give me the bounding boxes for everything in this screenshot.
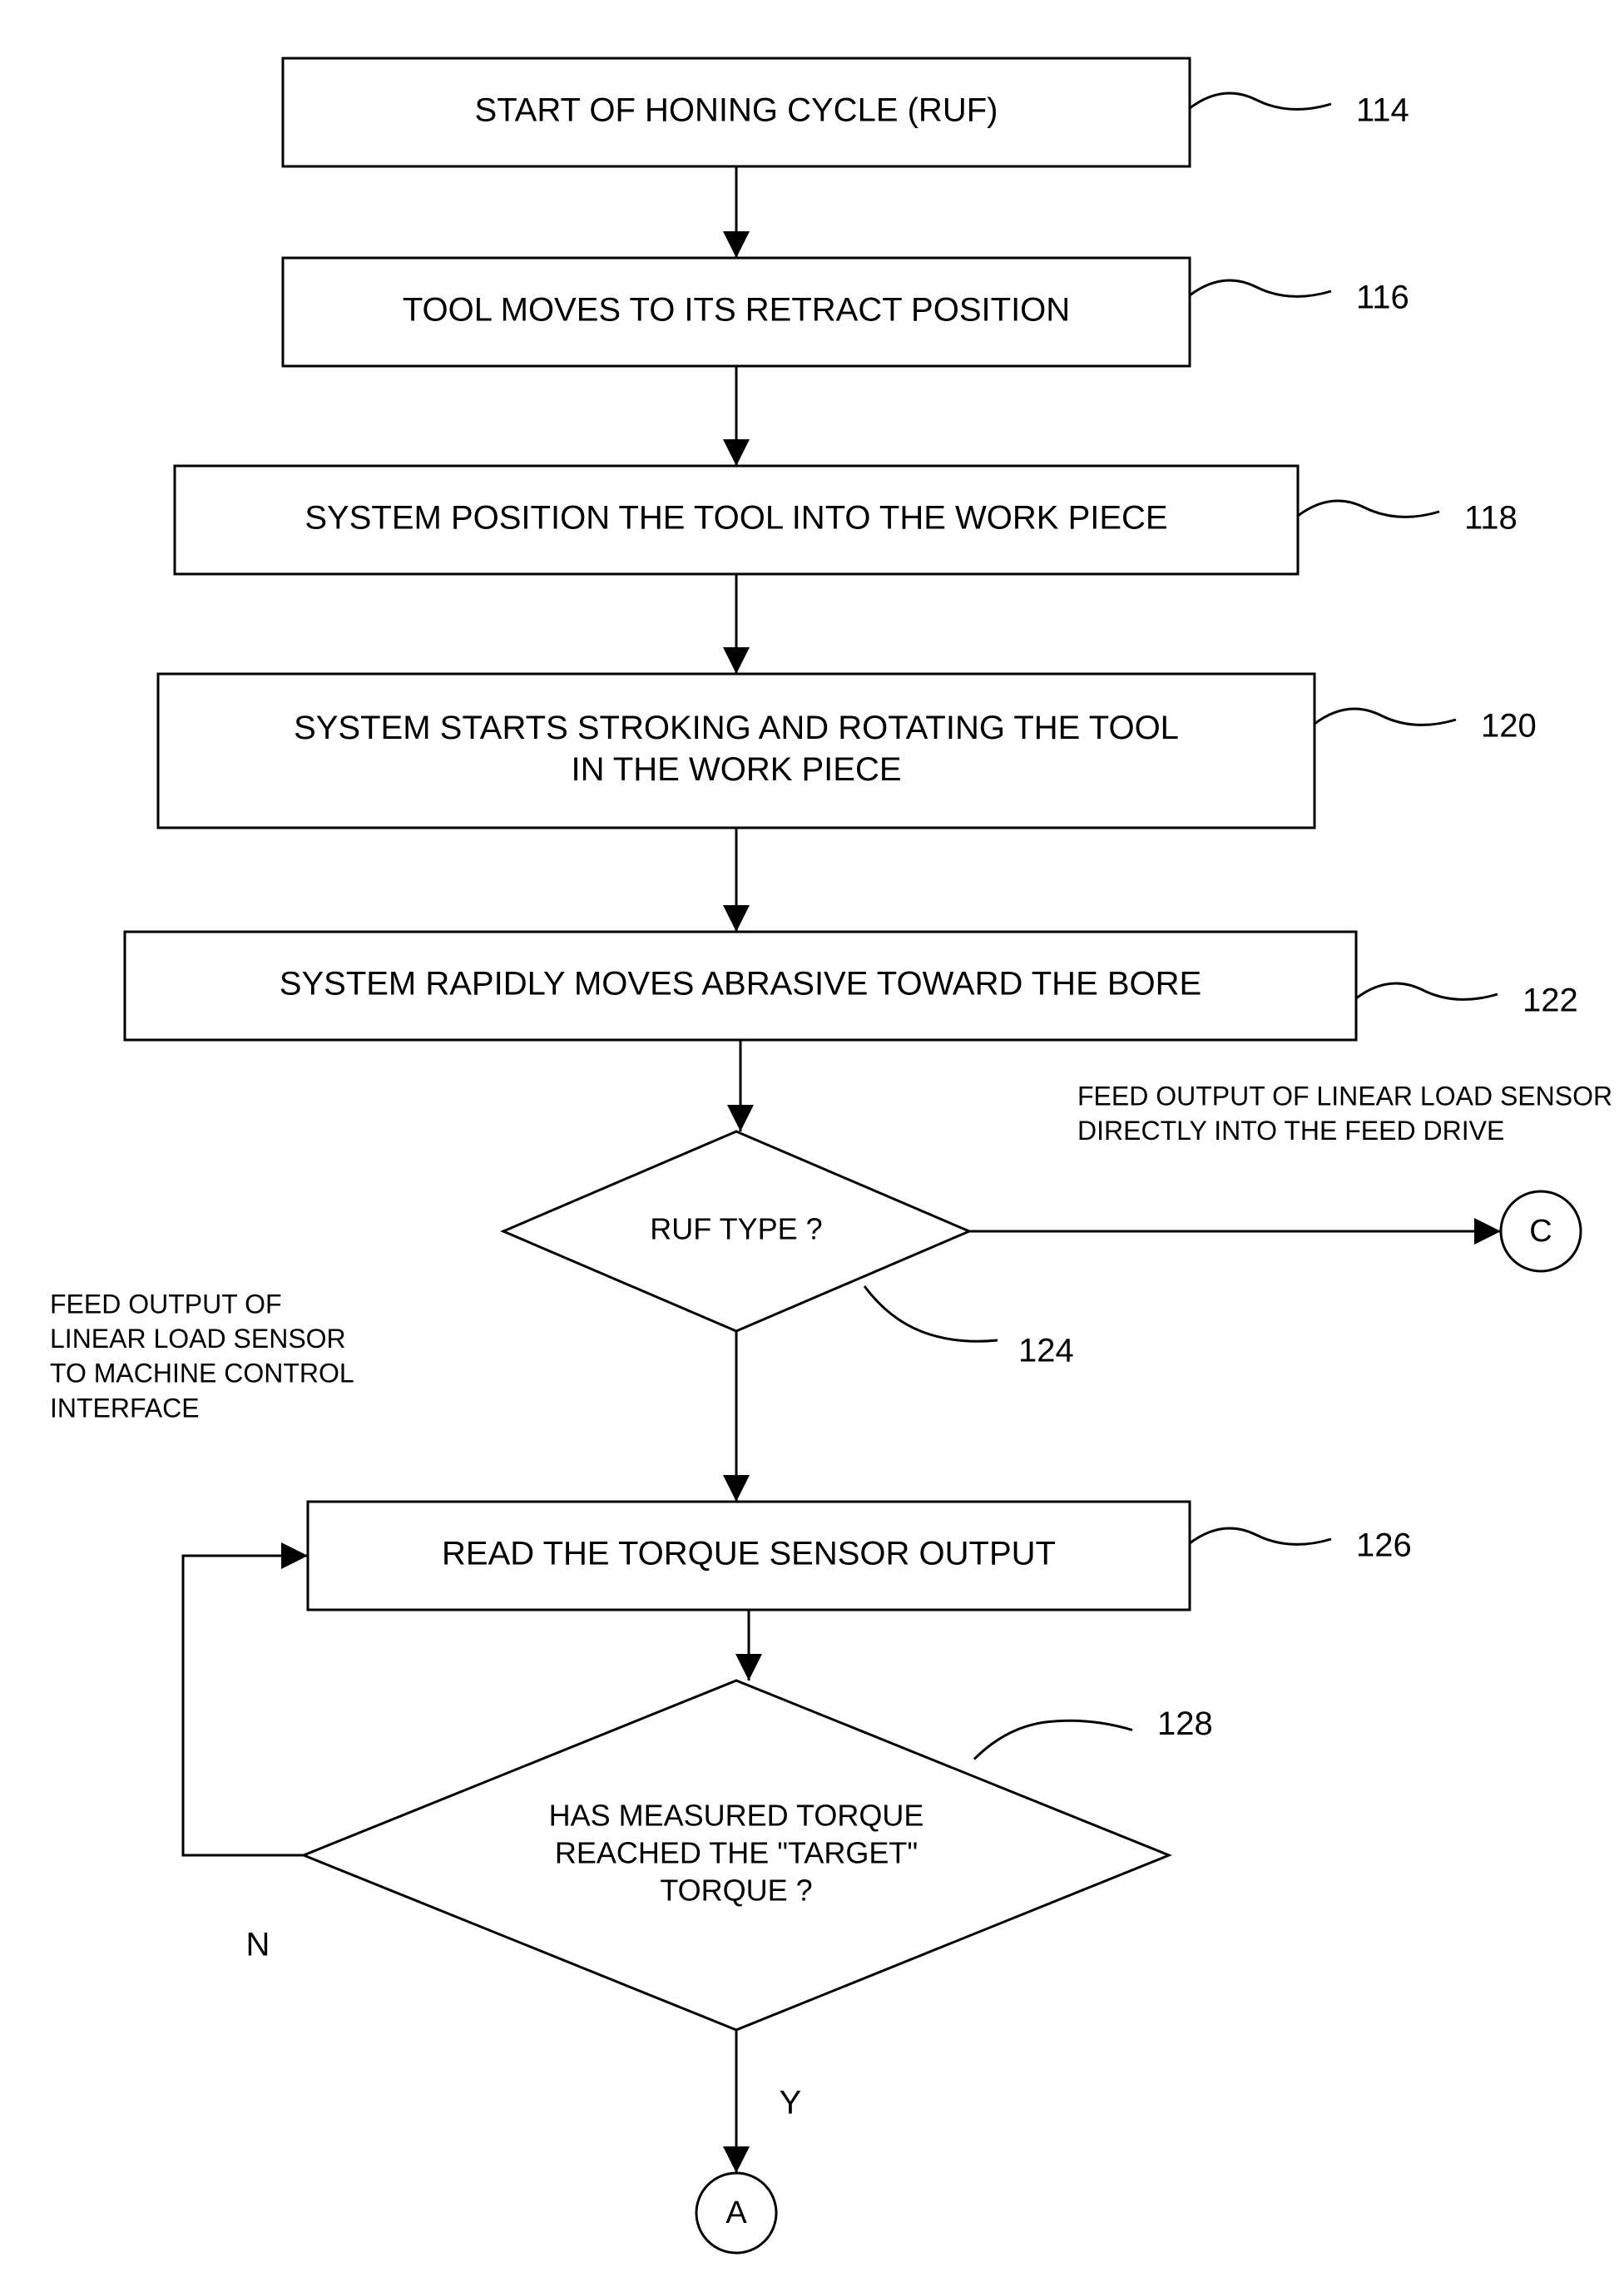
svg-text:INTERFACE: INTERFACE <box>50 1393 200 1423</box>
svg-text:SYSTEM POSITION THE TOOL INTO: SYSTEM POSITION THE TOOL INTO THE WORK P… <box>304 500 1167 537</box>
svg-text:START OF HONING CYCLE (RUF): START OF HONING CYCLE (RUF) <box>475 92 998 129</box>
svg-text:TO MACHINE CONTROL: TO MACHINE CONTROL <box>50 1359 354 1389</box>
svg-text:116: 116 <box>1356 280 1409 316</box>
svg-text:TORQUE ?: TORQUE ? <box>660 1874 812 1908</box>
svg-text:FEED OUTPUT OF: FEED OUTPUT OF <box>50 1289 282 1319</box>
svg-text:114: 114 <box>1356 92 1409 129</box>
svg-text:118: 118 <box>1464 500 1518 537</box>
svg-text:READ THE TORQUE SENSOR OUTPUT: READ THE TORQUE SENSOR OUTPUT <box>442 1536 1056 1572</box>
svg-text:128: 128 <box>1157 1705 1213 1742</box>
svg-text:REACHED THE "TARGET": REACHED THE "TARGET" <box>555 1836 918 1870</box>
svg-text:FEED OUTPUT OF LINEAR LOAD SEN: FEED OUTPUT OF LINEAR LOAD SENSOR <box>1077 1081 1612 1111</box>
svg-text:N: N <box>246 1927 270 1963</box>
svg-text:120: 120 <box>1481 708 1537 745</box>
svg-text:RUF TYPE ?: RUF TYPE ? <box>650 1212 822 1246</box>
svg-text:SYSTEM STARTS STROKING AND ROT: SYSTEM STARTS STROKING AND ROTATING THE … <box>294 710 1179 746</box>
svg-text:DIRECTLY INTO THE FEED DRIVE: DIRECTLY INTO THE FEED DRIVE <box>1077 1116 1504 1146</box>
svg-text:Y: Y <box>780 2085 802 2121</box>
svg-text:C: C <box>1529 1214 1552 1249</box>
svg-text:126: 126 <box>1356 1527 1412 1564</box>
svg-text:SYSTEM RAPIDLY MOVES ABRASIVE: SYSTEM RAPIDLY MOVES ABRASIVE TOWARD THE… <box>280 966 1201 1002</box>
svg-text:A: A <box>725 2195 747 2230</box>
svg-text:122: 122 <box>1522 983 1578 1019</box>
svg-text:IN THE WORK PIECE: IN THE WORK PIECE <box>571 751 901 788</box>
svg-text:124: 124 <box>1018 1333 1074 1369</box>
svg-text:HAS MEASURED TORQUE: HAS MEASURED TORQUE <box>549 1799 924 1833</box>
svg-text:LINEAR LOAD SENSOR: LINEAR LOAD SENSOR <box>50 1324 346 1354</box>
svg-text:TOOL MOVES TO ITS RETRACT POSI: TOOL MOVES TO ITS RETRACT POSITION <box>403 292 1070 329</box>
